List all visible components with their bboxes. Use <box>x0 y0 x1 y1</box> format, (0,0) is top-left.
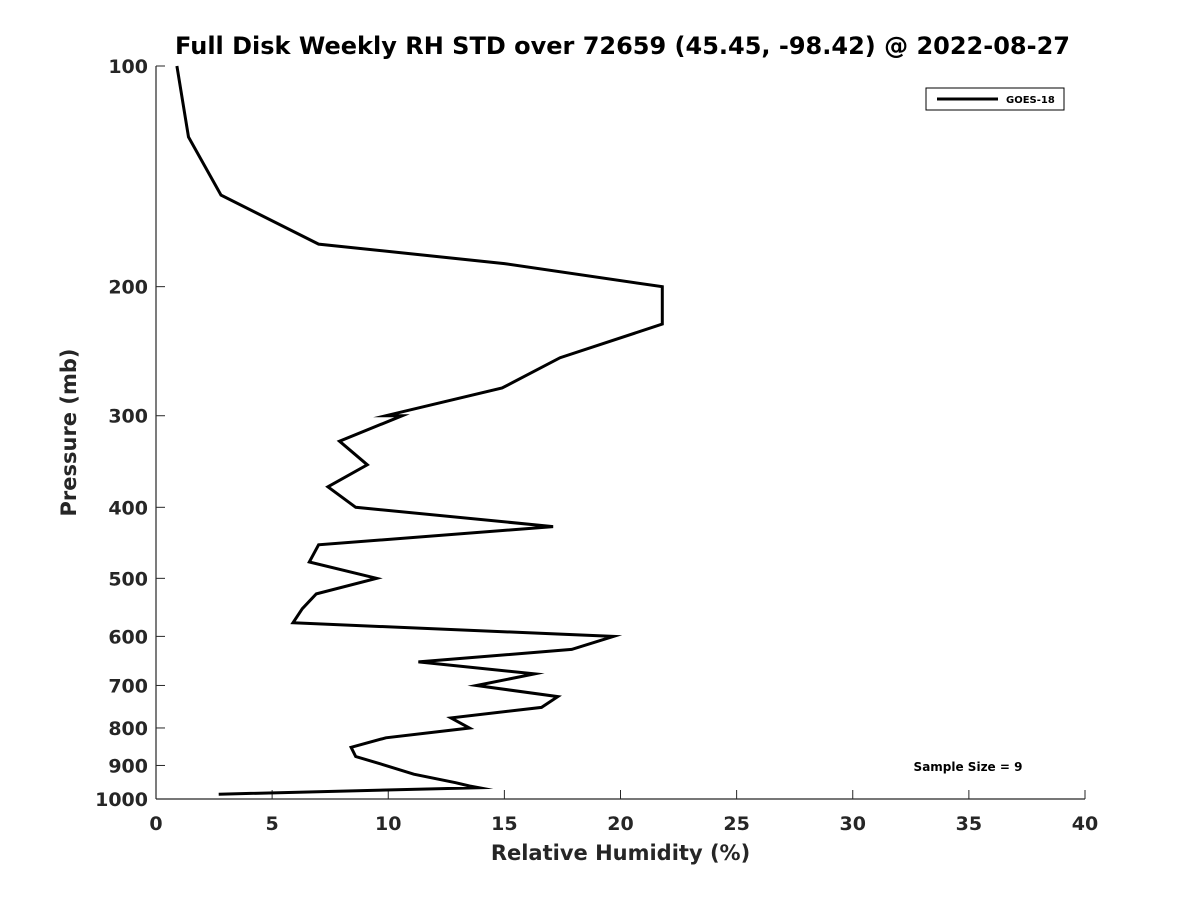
x-tick-label: 15 <box>491 813 517 835</box>
data-point <box>661 323 664 326</box>
data-point <box>559 356 562 359</box>
data-point <box>417 660 420 663</box>
data-point <box>217 793 220 796</box>
data-point <box>533 672 536 675</box>
data-point <box>468 785 471 788</box>
data-point <box>338 440 341 443</box>
data-point <box>354 506 357 509</box>
data-point <box>384 414 387 417</box>
y-tick-label: 600 <box>108 626 148 648</box>
data-point <box>401 414 404 417</box>
x-tick-label: 20 <box>607 813 633 835</box>
x-axis-ticks: 0 5 10 15 20 25 30 35 40 <box>149 790 1098 835</box>
x-tick-label: 0 <box>149 813 162 835</box>
data-point <box>552 525 555 528</box>
data-point <box>175 65 178 68</box>
x-tick-label: 40 <box>1072 813 1098 835</box>
data-point <box>354 755 357 758</box>
legend-entry-label: GOES-18 <box>1006 95 1055 106</box>
x-tick-label: 5 <box>266 813 279 835</box>
data-point <box>612 635 615 638</box>
data-point <box>454 781 457 784</box>
y-tick-label: 900 <box>108 755 148 777</box>
data-point <box>375 577 378 580</box>
x-tick-label: 35 <box>956 813 982 835</box>
x-tick-label: 10 <box>375 813 401 835</box>
data-point <box>503 262 506 265</box>
y-tick-label: 100 <box>108 56 148 78</box>
data-point <box>412 773 415 776</box>
x-tick-label: 25 <box>723 813 749 835</box>
data-point <box>468 727 471 730</box>
y-axis-ticks: 100 200 300 400 500 600 700 800 900 1000 <box>95 56 165 811</box>
data-point <box>570 648 573 651</box>
data-point <box>540 706 543 709</box>
chart-title: Full Disk Weekly RH STD over 72659 (45.4… <box>175 32 1070 60</box>
data-point <box>384 736 387 739</box>
x-axis-label: Relative Humidity (%) <box>491 841 750 865</box>
y-tick-label: 300 <box>108 406 148 428</box>
sample-size-annotation: Sample Size = 9 <box>914 760 1023 774</box>
plot-lines <box>175 65 664 796</box>
y-tick-label: 400 <box>108 497 148 519</box>
data-point <box>556 695 559 698</box>
data-point <box>187 136 190 139</box>
series-line-goes-18 <box>175 65 664 796</box>
data-point <box>315 592 318 595</box>
data-point <box>301 607 304 610</box>
data-point <box>475 684 478 687</box>
data-point <box>292 621 295 624</box>
data-point <box>384 764 387 767</box>
data-point <box>366 463 369 466</box>
x-tick-label: 30 <box>840 813 866 835</box>
y-tick-label: 500 <box>108 568 148 590</box>
legend: GOES-18 <box>925 87 1065 111</box>
y-tick-label: 1000 <box>95 789 148 811</box>
y-tick-label: 700 <box>108 675 148 697</box>
data-point <box>326 485 329 488</box>
data-point <box>350 746 353 749</box>
data-point <box>661 285 664 288</box>
y-tick-label: 200 <box>108 277 148 299</box>
data-point <box>220 194 223 197</box>
data-point <box>317 243 320 246</box>
data-point <box>501 387 504 390</box>
y-tick-label: 800 <box>108 718 148 740</box>
data-point <box>308 561 311 564</box>
data-point <box>450 716 453 719</box>
data-point <box>477 786 480 789</box>
data-point <box>317 543 320 546</box>
y-axis-label: Pressure (mb) <box>57 349 81 517</box>
